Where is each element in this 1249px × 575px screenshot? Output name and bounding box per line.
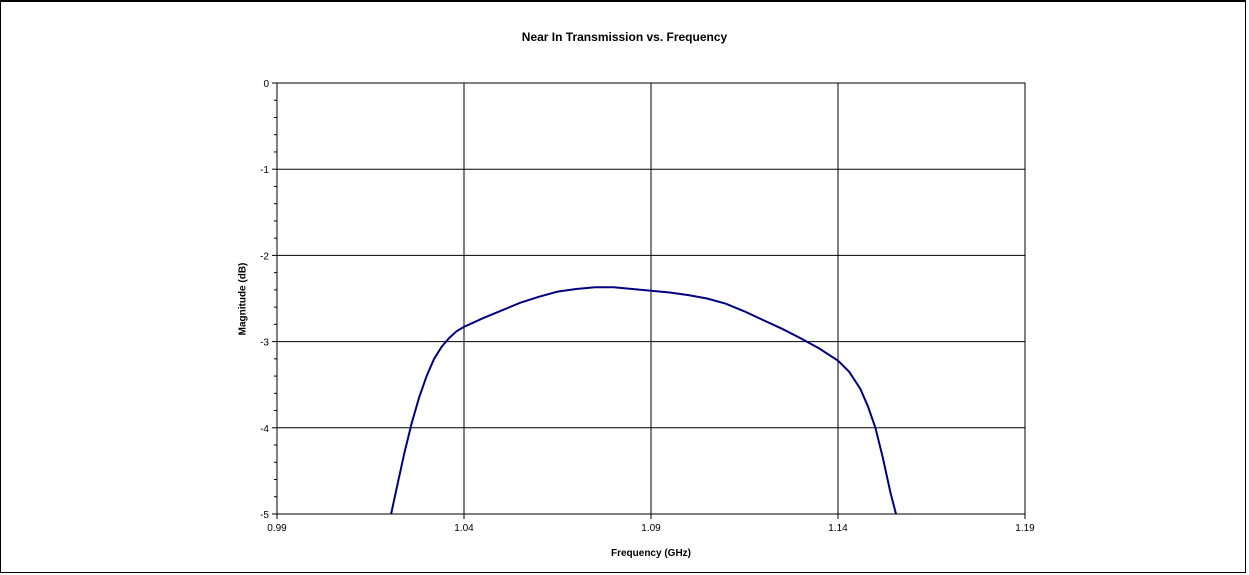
y-tick-label: -1 — [260, 165, 269, 176]
y-tick-labels: 0 -1 -2 -3 -4 -5 — [260, 79, 269, 521]
series-line — [390, 286, 897, 515]
y-tick-label: -4 — [260, 424, 269, 435]
y-tick-label: 0 — [263, 79, 269, 90]
y-axis-label: Magnitude (dB) — [237, 262, 249, 336]
y-tick-label: -5 — [260, 510, 269, 521]
x-tick-label: 1.04 — [454, 523, 474, 534]
x-tick-labels: 0.99 1.04 1.09 1.14 1.19 — [267, 523, 1035, 534]
plot-border — [276, 82, 1026, 515]
x-tick-label: 1.19 — [1015, 523, 1035, 534]
chart-title: Near In Transmission vs. Frequency — [521, 30, 728, 44]
x-axis-label: Frequency (GHz) — [610, 548, 691, 559]
x-tick-label: 1.14 — [828, 523, 848, 534]
x-tick-label: 0.99 — [267, 523, 287, 534]
y-tick-label: -3 — [260, 338, 269, 349]
y-tick-label: -2 — [260, 251, 269, 262]
x-tick-label: 1.09 — [641, 523, 661, 534]
